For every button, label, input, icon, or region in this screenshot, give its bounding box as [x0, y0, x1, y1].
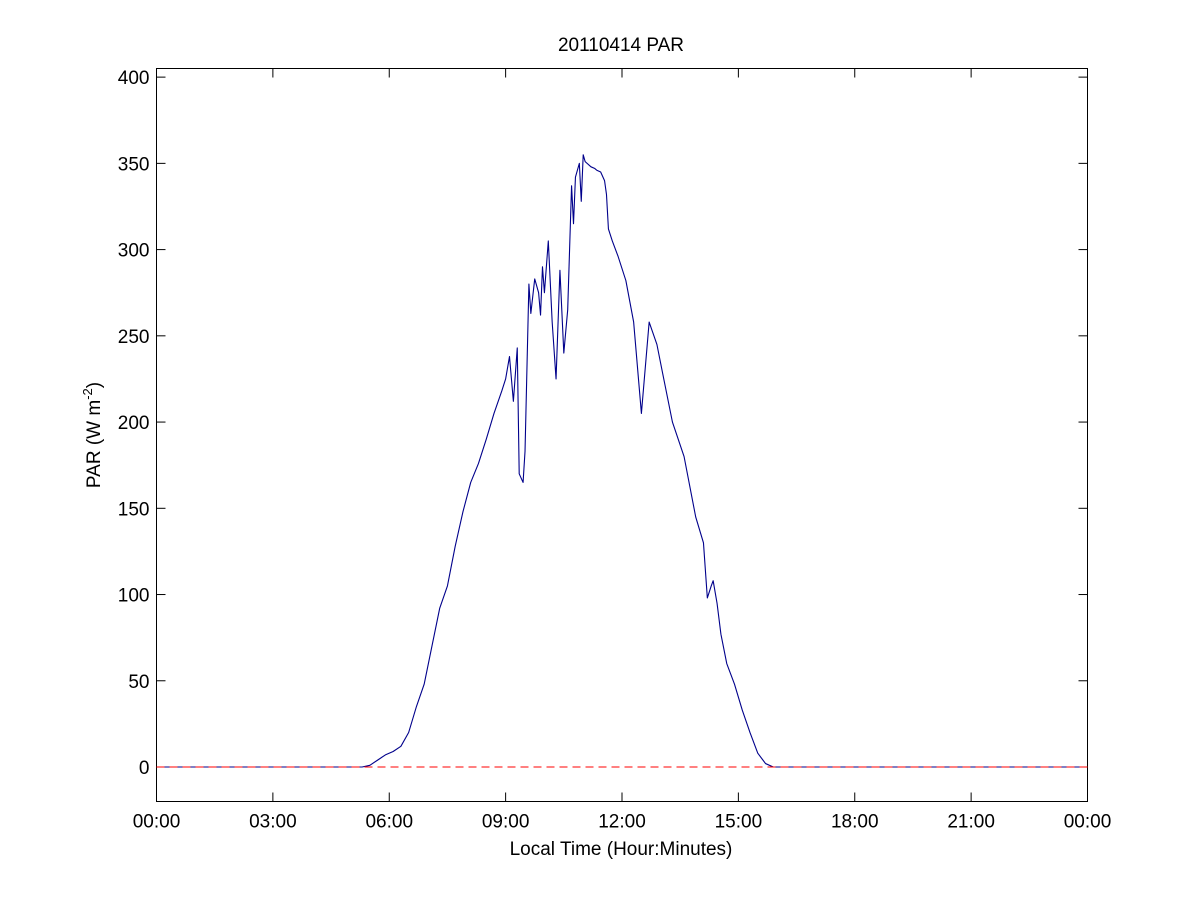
plot-area [156, 68, 1088, 802]
x-tick-label-3: 09:00 [482, 812, 530, 833]
x-tick-label-8: 00:00 [1064, 812, 1112, 833]
y-tick-label-7: 350 [118, 154, 150, 175]
x-tick-label-0: 00:00 [133, 812, 181, 833]
x-tick-label-2: 06:00 [365, 812, 413, 833]
y-tick-label-6: 300 [118, 241, 150, 262]
x-tick-label-6: 18:00 [831, 812, 879, 833]
x-tick-label-1: 03:00 [249, 812, 297, 833]
x-tick-label-4: 12:00 [598, 812, 646, 833]
y-tick-label-2: 100 [118, 586, 150, 607]
y-axis-label-superscript: -2 [80, 388, 95, 400]
y-tick-label-8: 400 [118, 68, 150, 89]
y-tick-label-1: 50 [128, 672, 149, 693]
x-axis-label: Local Time (Hour:Minutes) [510, 839, 733, 860]
y-axis-label: PAR (W m-2) [80, 382, 105, 488]
y-tick-label-4: 200 [118, 413, 150, 434]
y-axis-label-close: ) [84, 382, 105, 388]
y-tick-label-0: 0 [139, 758, 150, 779]
y-tick-label-5: 250 [118, 327, 150, 348]
chart-title: 20110414 PAR [558, 35, 684, 56]
x-tick-label-5: 15:00 [715, 812, 763, 833]
plot-marks: 00:00 03:00 06:00 09:00 12:00 15:00 18:00 21:00… [118, 68, 1111, 832]
y-tick-label-3: 150 [118, 499, 150, 520]
x-tick-label-7: 21:00 [947, 812, 995, 833]
y-axis-label-main: PAR (W m [84, 400, 105, 488]
